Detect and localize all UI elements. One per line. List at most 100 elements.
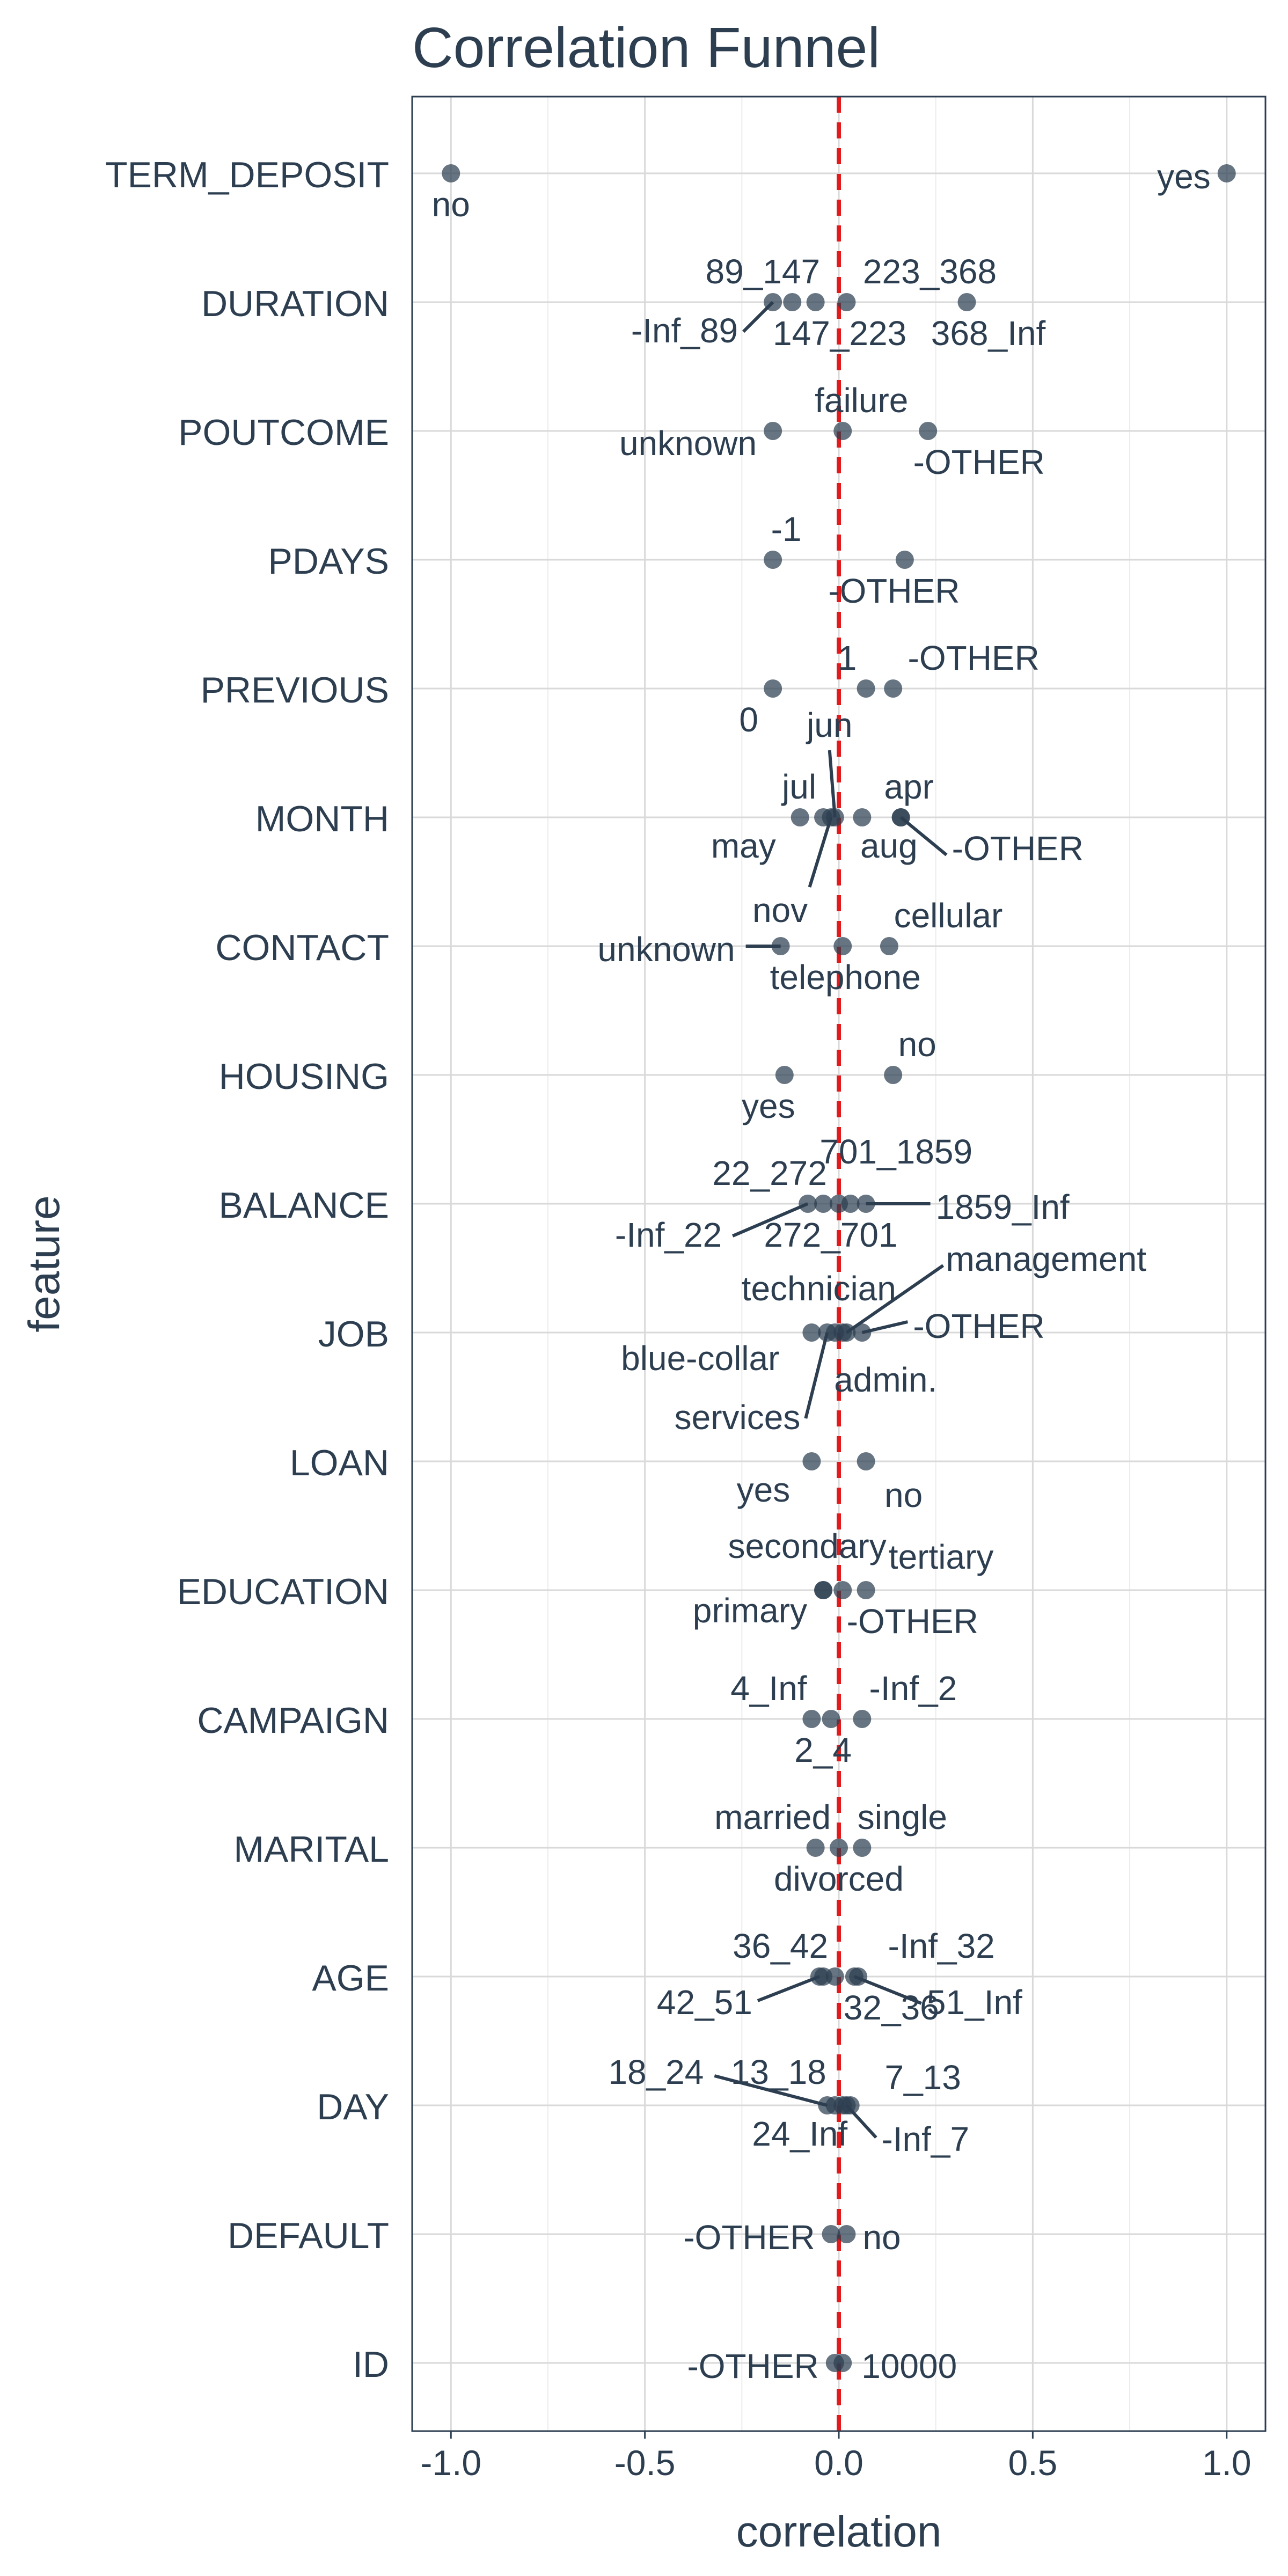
data-point — [833, 2354, 852, 2372]
data-point — [830, 1839, 848, 1857]
point-label: -OTHER — [683, 2218, 815, 2257]
data-point — [806, 293, 825, 311]
data-point — [837, 1323, 856, 1342]
point-label: -Inf_7 — [881, 2120, 969, 2158]
point-label: may — [711, 826, 776, 865]
point-label: 18_24 — [608, 2053, 704, 2091]
point-label: 147_223 — [773, 314, 906, 353]
point-label: aug — [860, 826, 918, 865]
data-point — [957, 293, 976, 311]
data-point — [814, 1195, 833, 1213]
point-label: -Inf_22 — [615, 1216, 722, 1254]
label-leader-line — [804, 1332, 829, 1419]
point-label: 7_13 — [884, 2058, 961, 2097]
data-point — [857, 1581, 875, 1599]
data-point — [822, 1710, 840, 1728]
data-point — [849, 1967, 868, 1986]
label-leader-line — [845, 1264, 945, 1334]
y-tick-label: HOUSING — [219, 1056, 389, 1097]
y-tick-label: POUTCOME — [178, 412, 389, 453]
point-label: services — [675, 1398, 801, 1437]
y-tick-label: AGE — [312, 1958, 389, 1999]
point-label: 10000 — [861, 2347, 957, 2385]
point-label: single — [858, 1798, 947, 1836]
point-label: nov — [752, 891, 808, 930]
data-point — [880, 937, 898, 955]
point-label: yes — [737, 1470, 791, 1509]
data-point — [783, 293, 802, 311]
point-label: 24_Inf — [752, 2114, 847, 2153]
x-tick-label: -0.5 — [614, 2443, 676, 2483]
point-label: blue-collar — [621, 1339, 779, 1378]
point-label: -OTHER — [913, 443, 1045, 481]
label-leader-line — [714, 2074, 828, 2107]
data-point — [822, 808, 840, 826]
data-point — [857, 1452, 875, 1470]
point-label: 2_4 — [794, 1731, 852, 1769]
point-label: -Inf_89 — [631, 311, 738, 350]
y-tick-label: MARITAL — [233, 1829, 389, 1870]
data-point — [833, 937, 852, 955]
data-point — [442, 164, 460, 182]
point-label: 701_1859 — [819, 1132, 972, 1171]
point-label: 272_701 — [764, 1216, 897, 1254]
y-tick-label: ID — [353, 2344, 389, 2385]
data-point — [771, 937, 790, 955]
data-point — [857, 1195, 875, 1213]
point-label: no — [432, 185, 470, 224]
data-point — [884, 679, 903, 698]
point-label: -OTHER — [908, 639, 1040, 677]
point-label: -OTHER — [913, 1307, 1044, 1345]
point-label: -OTHER — [828, 572, 960, 610]
point-label: technician — [742, 1269, 896, 1308]
point-label: yes — [1157, 157, 1211, 196]
data-point — [895, 551, 914, 569]
x-tick-label: 0.0 — [814, 2443, 863, 2483]
data-point — [802, 1710, 821, 1728]
point-label: 1 — [838, 639, 857, 677]
y-tick-label: CONTACT — [215, 927, 389, 968]
point-label: cellular — [894, 896, 1003, 935]
point-label: -Inf_32 — [888, 1927, 995, 1965]
y-tick-label: DURATION — [201, 283, 389, 324]
label-leader-line — [732, 1202, 809, 1238]
y-tick-label: MONTH — [255, 799, 389, 839]
point-label: 368_Inf — [931, 314, 1046, 353]
data-point — [857, 679, 875, 698]
point-label: admin. — [834, 1360, 937, 1399]
x-axis-tick-labels: -1.0 -0.5 0.0 0.5 1.0 — [420, 2431, 1252, 2483]
data-point — [825, 1967, 844, 1986]
point-label: management — [946, 1240, 1146, 1278]
point-label: 13_18 — [731, 2053, 826, 2091]
point-label: jun — [806, 706, 852, 744]
point-label: apr — [884, 767, 934, 806]
data-point — [802, 1452, 821, 1470]
point-label: no — [898, 1025, 936, 1064]
point-label: 1859_Inf — [936, 1188, 1070, 1226]
point-label: 22_272 — [712, 1154, 827, 1192]
point-label: -OTHER — [952, 829, 1084, 868]
data-point — [884, 1066, 903, 1084]
point-label: telephone — [770, 958, 921, 997]
y-tick-label: EDUCATION — [177, 1571, 389, 1612]
label-leader-line — [808, 817, 833, 888]
data-point — [822, 2225, 840, 2243]
x-tick-label: 0.5 — [1008, 2443, 1057, 2483]
chart-title: Correlation Funnel — [412, 16, 880, 79]
data-point — [764, 293, 782, 311]
data-point — [853, 1710, 872, 1728]
data-point — [791, 808, 809, 826]
point-label: unknown — [619, 424, 757, 463]
data-point — [799, 1195, 817, 1213]
point-label: married — [714, 1798, 831, 1836]
data-point — [764, 422, 782, 440]
data-point — [853, 1323, 872, 1342]
data-point — [775, 1066, 794, 1084]
point-label: 42_51 — [657, 1983, 752, 2022]
point-label: -Inf_2 — [869, 1669, 957, 1708]
data-point — [853, 1839, 872, 1857]
data-point — [833, 1581, 852, 1599]
point-label: divorced — [774, 1860, 904, 1898]
y-tick-label: PREVIOUS — [201, 670, 389, 711]
